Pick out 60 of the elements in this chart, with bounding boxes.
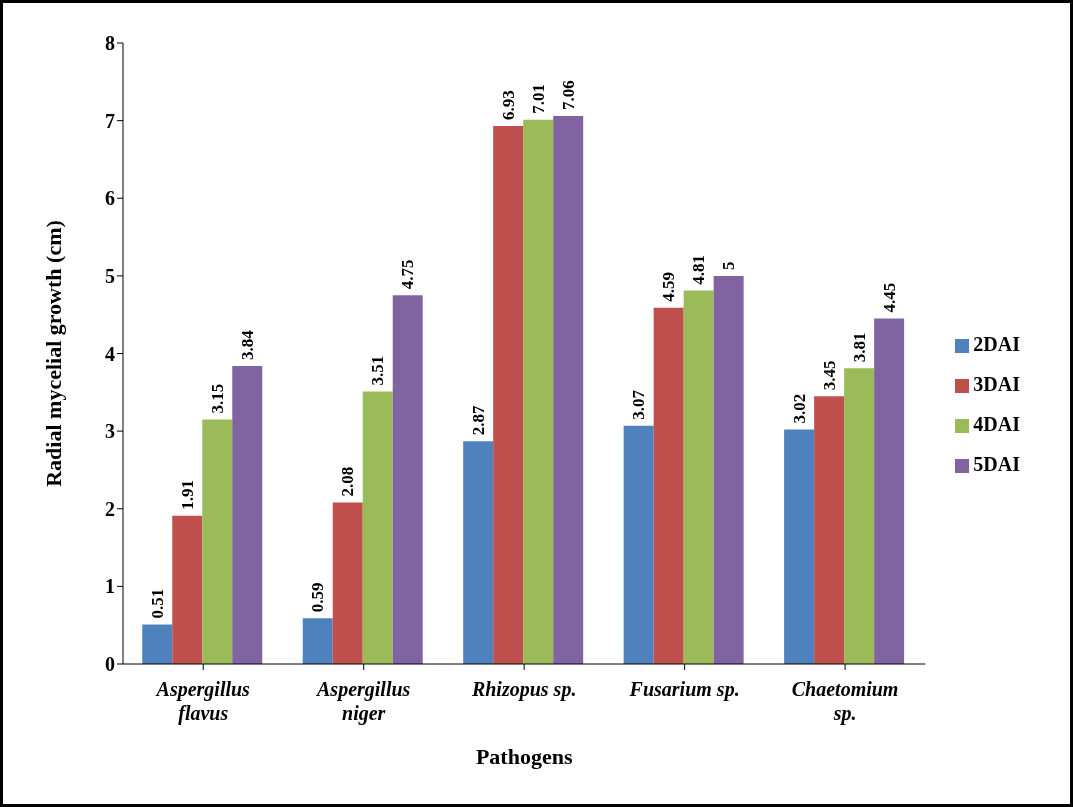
data-label: 0.51 bbox=[147, 588, 167, 619]
bar bbox=[623, 425, 654, 664]
x-tick-label: Fusarium sp. bbox=[628, 678, 740, 701]
bar bbox=[302, 618, 333, 664]
bar bbox=[392, 295, 423, 664]
bar bbox=[362, 391, 393, 664]
data-label: 7.01 bbox=[528, 84, 548, 114]
bar bbox=[683, 290, 714, 664]
data-label: 0.59 bbox=[308, 582, 328, 613]
y-tick-label: 4 bbox=[105, 342, 115, 365]
bar bbox=[172, 515, 203, 664]
bar bbox=[844, 368, 875, 664]
data-label: 3.51 bbox=[368, 355, 388, 386]
data-label: 4.45 bbox=[879, 282, 899, 313]
data-label: 3.02 bbox=[789, 393, 809, 424]
bar bbox=[713, 275, 744, 664]
bar bbox=[232, 365, 263, 664]
legend-label: 3DAI bbox=[973, 372, 1020, 395]
data-label: 3.81 bbox=[849, 332, 869, 363]
y-tick-label: 1 bbox=[105, 575, 115, 598]
data-label: 4.81 bbox=[689, 254, 709, 285]
data-label: 4.75 bbox=[398, 259, 418, 290]
y-tick-label: 0 bbox=[105, 653, 115, 676]
data-label: 3.45 bbox=[819, 360, 839, 391]
data-label: 3.15 bbox=[207, 383, 227, 414]
x-tick-label: Chaetomium sp. bbox=[791, 678, 899, 725]
data-label: 5 bbox=[719, 261, 739, 270]
bar bbox=[553, 115, 584, 664]
data-label: 3.84 bbox=[237, 329, 257, 360]
x-tick-label: Aspergillus flavus bbox=[154, 678, 251, 725]
y-tick-label: 5 bbox=[105, 264, 115, 287]
bar bbox=[202, 419, 233, 664]
data-label: 2.87 bbox=[468, 404, 488, 436]
bar bbox=[493, 126, 524, 664]
x-tick-label: Rhizopus sp. bbox=[470, 678, 577, 701]
bar bbox=[523, 119, 554, 664]
data-label: 2.08 bbox=[338, 466, 358, 497]
y-axis-title: Radial mycelial growth (cm) bbox=[40, 220, 66, 487]
bar bbox=[874, 318, 905, 664]
data-label: 3.07 bbox=[629, 389, 649, 420]
data-label: 7.06 bbox=[558, 80, 578, 110]
data-label: 1.91 bbox=[177, 479, 197, 510]
x-tick-label: Aspergillus niger bbox=[315, 678, 411, 725]
y-tick-label: 7 bbox=[105, 109, 115, 132]
y-tick-label: 8 bbox=[105, 32, 115, 55]
bar bbox=[814, 396, 845, 664]
y-tick-label: 3 bbox=[105, 420, 115, 443]
bar bbox=[784, 429, 815, 664]
bar bbox=[142, 624, 173, 664]
y-tick-label: 6 bbox=[105, 187, 115, 210]
bar bbox=[653, 307, 684, 664]
bar bbox=[332, 502, 363, 664]
y-tick-label: 2 bbox=[105, 497, 115, 520]
legend-label: 4DAI bbox=[973, 412, 1020, 435]
legend-label: 2DAI bbox=[973, 332, 1020, 355]
legend-label: 5DAI bbox=[973, 452, 1020, 475]
bar bbox=[463, 441, 494, 664]
data-label: 6.93 bbox=[498, 90, 518, 121]
data-label: 4.59 bbox=[659, 271, 679, 302]
x-axis-title: Pathogens bbox=[475, 744, 573, 769]
